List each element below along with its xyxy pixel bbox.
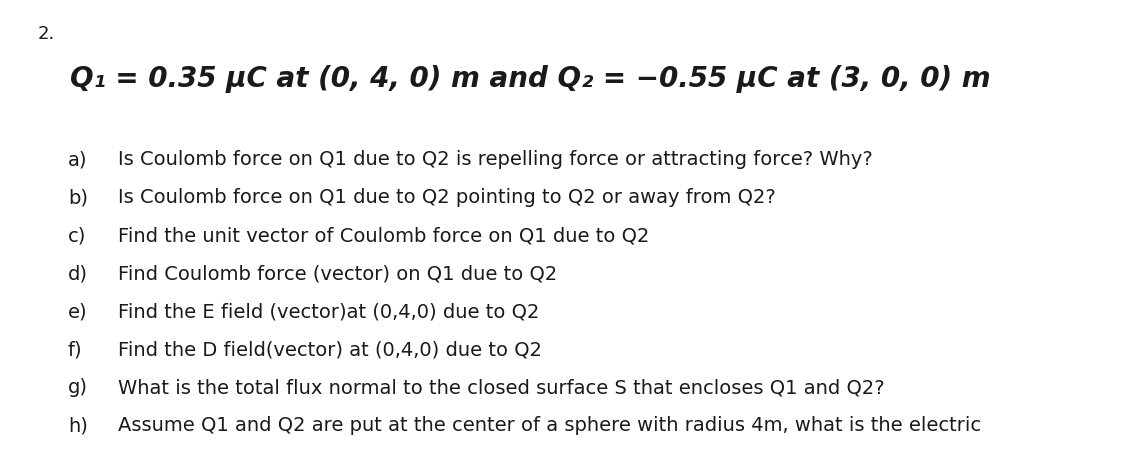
Text: Find the unit vector of Coulomb force on Q1 due to Q2: Find the unit vector of Coulomb force on… (118, 226, 649, 245)
Text: Assume Q1 and Q2 are put at the center of a sphere with radius 4m, what is the e: Assume Q1 and Q2 are put at the center o… (118, 416, 981, 435)
Text: a): a) (68, 150, 88, 169)
Text: b): b) (68, 188, 88, 207)
Text: What is the total flux normal to the closed surface S that encloses Q1 and Q2?: What is the total flux normal to the clo… (118, 378, 884, 397)
Text: 2.: 2. (38, 25, 55, 43)
Text: Find the D field(vector) at (0,4,0) due to Q2: Find the D field(vector) at (0,4,0) due … (118, 340, 542, 359)
Text: f): f) (68, 340, 82, 359)
Text: Q₁ = 0.35 μC at (0, 4, 0) m and Q₂ = −0.55 μC at (3, 0, 0) m: Q₁ = 0.35 μC at (0, 4, 0) m and Q₂ = −0.… (70, 65, 991, 93)
Text: h): h) (68, 416, 88, 435)
Text: e): e) (68, 302, 88, 321)
Text: Is Coulomb force on Q1 due to Q2 pointing to Q2 or away from Q2?: Is Coulomb force on Q1 due to Q2 pointin… (118, 188, 776, 207)
Text: c): c) (68, 226, 87, 245)
Text: d): d) (68, 264, 88, 283)
Text: Is Coulomb force on Q1 due to Q2 is repelling force or attracting force? Why?: Is Coulomb force on Q1 due to Q2 is repe… (118, 150, 873, 169)
Text: Find Coulomb force (vector) on Q1 due to Q2: Find Coulomb force (vector) on Q1 due to… (118, 264, 557, 283)
Text: Find the E field (vector)at (0,4,0) due to Q2: Find the E field (vector)at (0,4,0) due … (118, 302, 539, 321)
Text: g): g) (68, 378, 88, 397)
